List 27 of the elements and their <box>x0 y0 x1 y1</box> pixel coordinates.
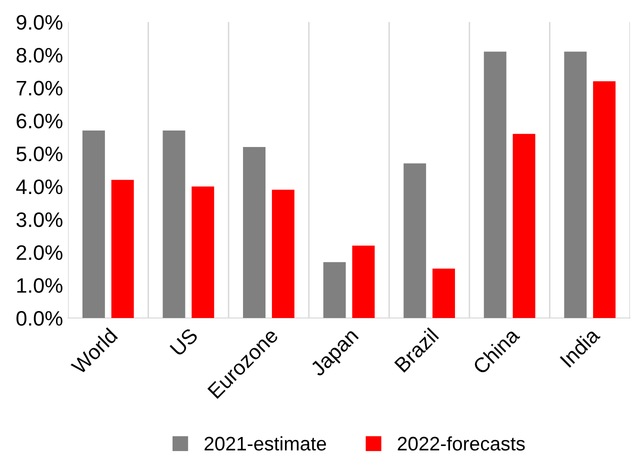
bar <box>432 268 455 318</box>
bar <box>111 180 134 318</box>
y-tick-label: 7.0% <box>16 80 62 96</box>
bar <box>404 163 426 318</box>
x-tick-label: US <box>169 327 199 356</box>
bar <box>162 130 186 318</box>
bar <box>484 52 506 318</box>
legend-label: 2022-forecasts <box>398 436 525 451</box>
y-tick-label: 4.0% <box>16 179 62 194</box>
bar <box>323 262 346 318</box>
y-tick-label: 1.0% <box>17 278 62 293</box>
bar <box>243 146 266 318</box>
y-tick-label: 2.0% <box>16 245 62 260</box>
bar <box>272 190 294 318</box>
y-tick-label: 0.0% <box>16 311 62 326</box>
bar <box>352 246 375 318</box>
bar <box>192 186 214 318</box>
bar <box>82 130 105 318</box>
bar <box>564 52 587 318</box>
y-tick-label: 9.0% <box>16 15 62 30</box>
bar <box>593 81 616 318</box>
y-tick-label: 8.0% <box>16 48 62 63</box>
y-tick-label: 5.0% <box>16 146 62 162</box>
bar <box>512 134 536 318</box>
y-tick-label: 6.0% <box>16 114 62 128</box>
y-tick-label: 3.0% <box>16 212 62 228</box>
legend-label: 2021-estimate <box>204 436 326 451</box>
